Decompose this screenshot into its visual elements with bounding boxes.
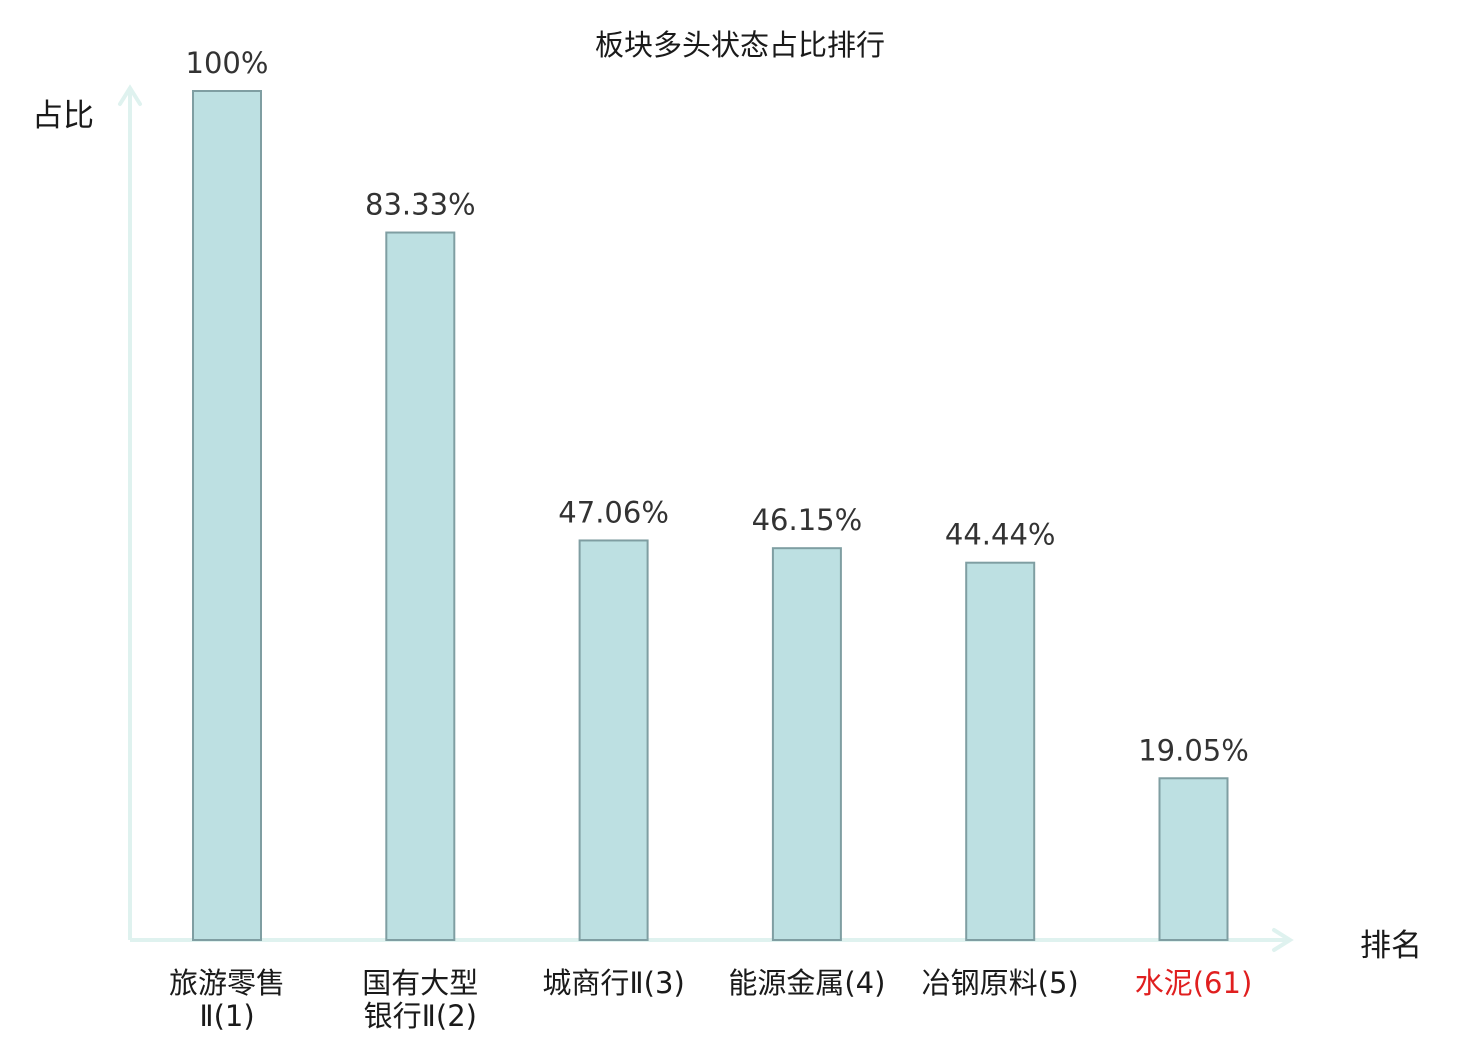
axes bbox=[118, 84, 1294, 952]
data-label: 19.05% bbox=[1138, 733, 1249, 767]
x-tick-label: 水泥(61) bbox=[1135, 966, 1253, 1000]
data-label: 44.44% bbox=[945, 518, 1056, 552]
x-tick-label: 冶钢原料(5) bbox=[922, 966, 1079, 1000]
x-axis-arrow-icon bbox=[1272, 928, 1294, 952]
x-tick-label: 能源金属(4) bbox=[728, 966, 885, 1000]
chart-title: 板块多头状态占比排行 bbox=[594, 28, 885, 62]
y-axis-label: 占比 bbox=[32, 98, 94, 134]
x-tick-label: Ⅱ(1) bbox=[199, 999, 254, 1033]
data-label: 46.15% bbox=[752, 503, 863, 537]
bar bbox=[578, 539, 649, 941]
bar-group bbox=[192, 90, 1229, 942]
data-label: 83.33% bbox=[365, 188, 476, 222]
data-label: 47.06% bbox=[558, 495, 669, 529]
x-axis-label: 排名 bbox=[1360, 928, 1422, 964]
bar bbox=[965, 561, 1036, 941]
x-tick-label: 银行Ⅱ(2) bbox=[364, 999, 477, 1033]
bar bbox=[771, 547, 842, 942]
x-tick-label: 国有大型 bbox=[362, 966, 478, 1000]
x-tick-label: 城商行Ⅱ(3) bbox=[542, 966, 684, 1000]
x-tick-label: 旅游零售 bbox=[169, 966, 285, 1000]
data-label: 100% bbox=[186, 46, 269, 80]
bar bbox=[192, 90, 262, 941]
y-axis-arrow-icon bbox=[118, 84, 142, 106]
value-label-group: 100% 83.33% 47.06% 46.15% 44.44% 19.05% bbox=[186, 46, 1249, 767]
bar bbox=[385, 231, 456, 941]
bar bbox=[1158, 777, 1229, 941]
